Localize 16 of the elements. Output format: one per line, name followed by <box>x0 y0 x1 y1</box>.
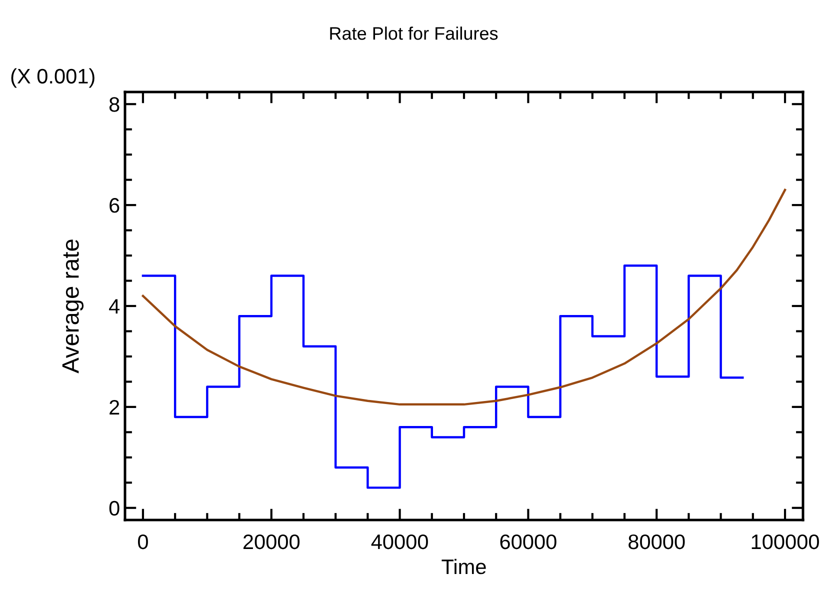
x-tick-label: 60000 <box>500 534 556 550</box>
y-tick-label: 6 <box>110 198 120 213</box>
text: (X 0.001) <box>11 68 94 88</box>
x-tick-label: 40000 <box>371 534 428 550</box>
x-tick-label: 100000 <box>752 534 819 550</box>
y-tick-label: 2 <box>110 400 120 414</box>
x-tick-label: 20000 <box>243 534 300 550</box>
x-tick-label: 80000 <box>628 534 685 550</box>
y-tick-label: 4 <box>109 299 120 314</box>
line-series <box>142 188 786 406</box>
x-tick-label: 0 <box>138 534 148 550</box>
x-axis-title: Time <box>442 558 486 574</box>
chart-title: Rate Plot for Failures <box>330 26 498 40</box>
y-tick-label: 0 <box>109 500 120 516</box>
y-axis-title: Average rate <box>62 240 84 374</box>
y-tick-label: 8 <box>109 97 120 112</box>
